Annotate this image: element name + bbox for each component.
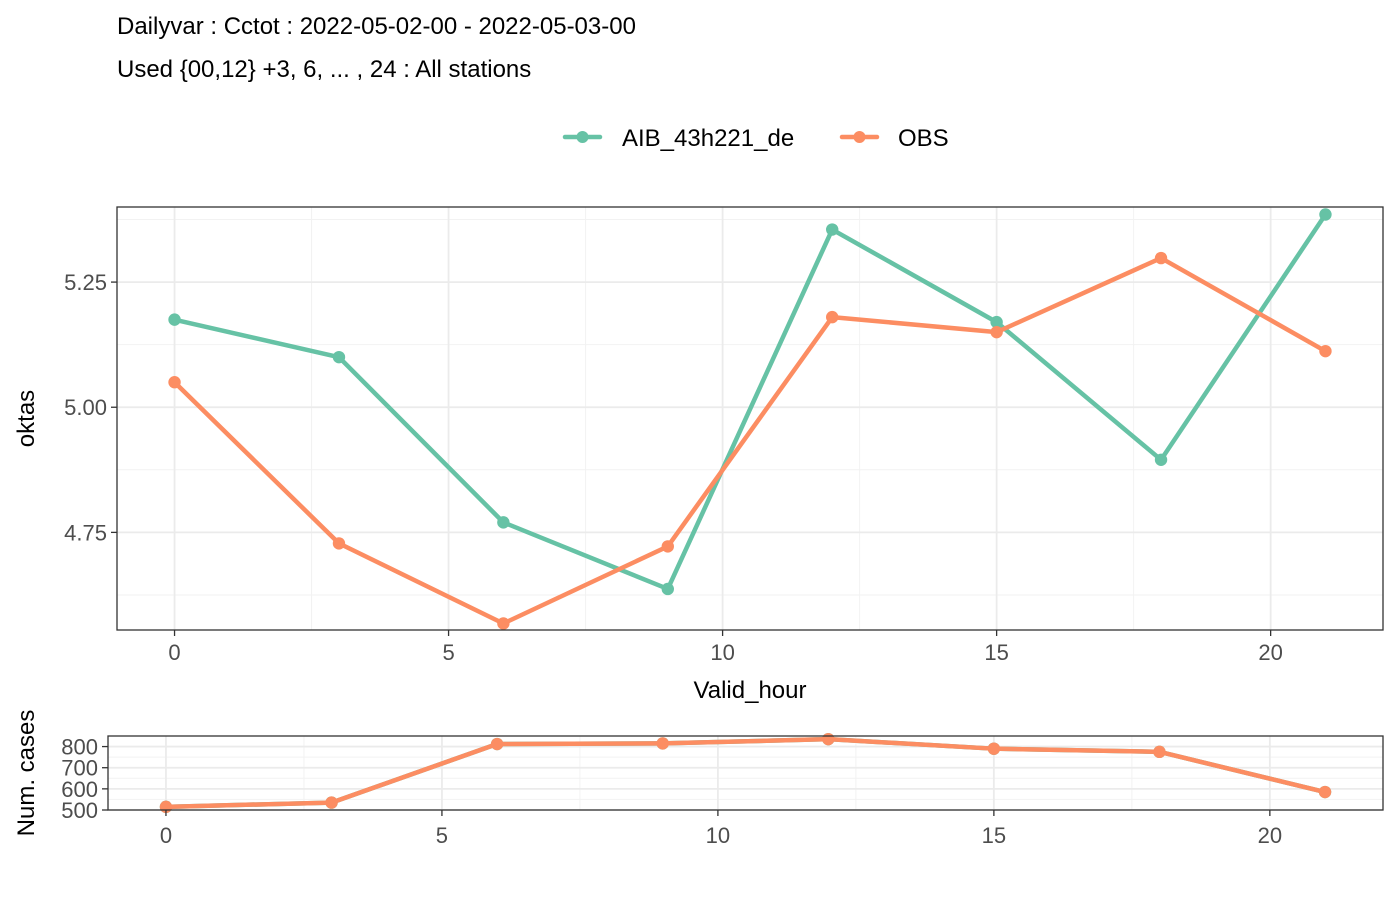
x-axis-title: Valid_hour (694, 677, 807, 704)
legend-item-obs: OBS (839, 125, 949, 152)
series-line (172, 212, 1328, 592)
data-point (1153, 745, 1166, 759)
x-tick-label: 0 (168, 640, 180, 665)
legend-label: OBS (898, 125, 949, 152)
data-point (656, 737, 669, 750)
y-tick-label: 700 (61, 756, 98, 781)
x-tick-label: 20 (1258, 640, 1282, 665)
panel-border (107, 735, 1384, 811)
data-point (168, 313, 181, 326)
data-point (325, 796, 338, 809)
y-tick-label: 4.75 (64, 520, 107, 545)
data-point (497, 617, 510, 630)
series-obs (159, 732, 1332, 814)
series-aib-43h221-de (168, 208, 1332, 596)
y-tick-label: 800 (61, 735, 98, 760)
y-tick-label: 500 (61, 798, 98, 823)
x-tick-label: 15 (982, 823, 1006, 848)
chart-title-line1: Dailyvar : Cctot : 2022-05-02-00 - 2022-… (117, 13, 636, 40)
series-line (163, 736, 1328, 810)
chart-title-line2: Used {00,12} +3, 6, ... , 24 : All stati… (117, 56, 531, 83)
x-tick-label: 10 (706, 823, 730, 848)
y-axis-title: oktas (13, 390, 40, 447)
data-point (990, 325, 1003, 339)
data-point (497, 516, 510, 529)
legend-key-point (576, 131, 589, 143)
series-obs (168, 251, 1332, 630)
data-point (332, 350, 346, 364)
x-tick-label: 15 (984, 640, 1008, 665)
data-point (1154, 453, 1168, 466)
legend-label: AIB_43h221_de (622, 125, 794, 152)
data-point (990, 315, 1003, 329)
panel-background (117, 207, 1383, 630)
data-point (1318, 785, 1332, 799)
data-point (661, 540, 674, 553)
data-point (987, 742, 1001, 755)
data-point (826, 223, 839, 236)
legend-item-aib-43h221-de: AIB_43h221_de (562, 125, 794, 152)
panel-border (116, 206, 1384, 631)
data-point (168, 376, 181, 389)
x-tick-label: 5 (442, 640, 454, 665)
panel-background (108, 736, 1383, 810)
y-tick-label: 600 (61, 777, 98, 802)
main-plot-panel: 0 5 10 15 20 4.75 5.00 5.25 Valid_hour oktas (13, 206, 1384, 704)
x-tick-label: 20 (1258, 823, 1282, 848)
data-point (1154, 251, 1168, 265)
x-tick-label: 5 (436, 823, 448, 848)
x-tick-label: 0 (160, 823, 172, 848)
data-point (826, 310, 839, 324)
data-point (661, 582, 674, 596)
data-point (822, 732, 835, 746)
series-line (172, 255, 1328, 626)
x-tick-label: 10 (710, 640, 734, 665)
legend: AIB_43h221_de OBS (562, 125, 949, 152)
data-point (332, 537, 346, 550)
legend-key-point (853, 131, 866, 143)
y-tick-label: 5.25 (64, 270, 107, 295)
y-axis-title: Num. cases (13, 710, 40, 837)
data-point (1319, 344, 1332, 358)
data-point (490, 737, 504, 751)
data-point (1319, 208, 1332, 221)
y-tick-label: 5.00 (64, 395, 107, 420)
